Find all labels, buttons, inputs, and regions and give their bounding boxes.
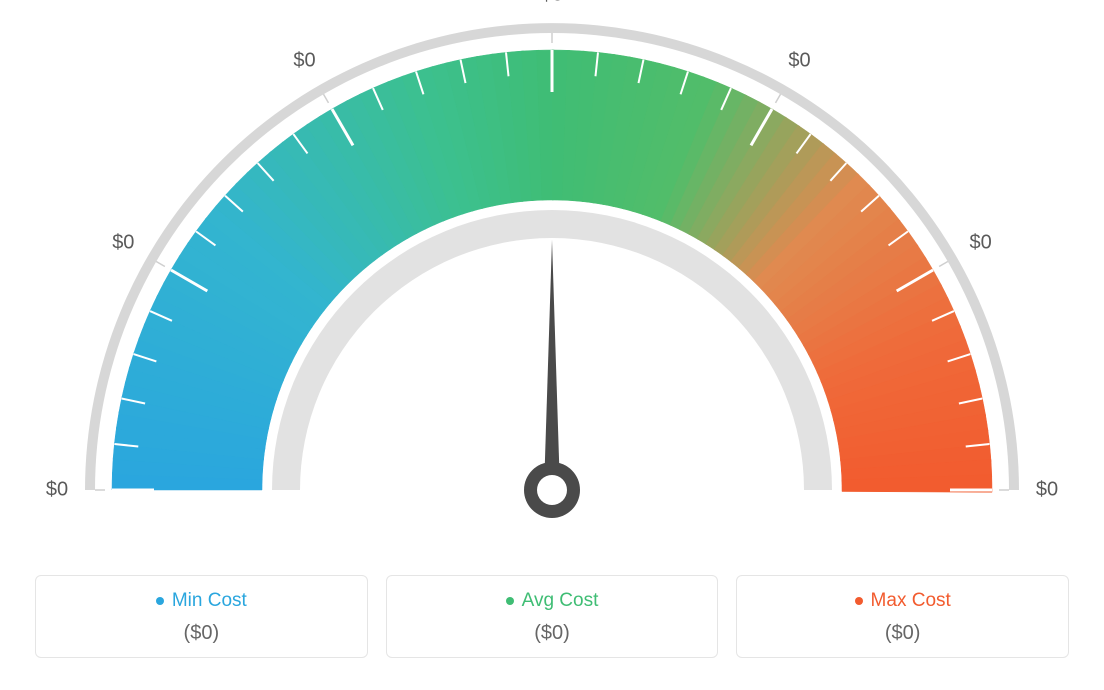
gauge-tick-label: $0 xyxy=(541,0,563,7)
gauge-chart-container: $0 $0 $0 $0 $0 $0 $0 Min Cost ($0) Avg Cost ($… xyxy=(0,0,1104,690)
gauge-tick-label: $0 xyxy=(112,231,134,254)
legend-title-max: Max Cost xyxy=(855,590,951,612)
gauge-wrap: $0$0$0$0$0$0$0 xyxy=(52,0,1052,560)
legend-card-min: Min Cost ($0) xyxy=(35,575,368,658)
gauge-svg xyxy=(52,0,1052,560)
gauge-tick-label: $0 xyxy=(1036,479,1058,502)
legend-label-max: Max Cost xyxy=(871,590,951,612)
legend-value-min: ($0) xyxy=(46,622,357,645)
gauge-needle xyxy=(544,240,560,490)
needle-hub-inner xyxy=(537,475,567,505)
gauge-tick-label: $0 xyxy=(970,231,992,254)
legend-title-min: Min Cost xyxy=(156,590,247,612)
gauge-tick-label: $0 xyxy=(788,50,810,73)
legend-label-min: Min Cost xyxy=(172,590,247,612)
legend-value-avg: ($0) xyxy=(397,622,708,645)
legend-row: Min Cost ($0) Avg Cost ($0) Max Cost ($0… xyxy=(35,575,1069,658)
legend-label-avg: Avg Cost xyxy=(522,590,599,612)
legend-value-max: ($0) xyxy=(747,622,1058,645)
legend-dot-max xyxy=(855,597,863,605)
legend-dot-min xyxy=(156,597,164,605)
legend-title-avg: Avg Cost xyxy=(506,590,599,612)
legend-card-avg: Avg Cost ($0) xyxy=(386,575,719,658)
gauge-tick-label: $0 xyxy=(46,479,68,502)
legend-dot-avg xyxy=(506,597,514,605)
legend-card-max: Max Cost ($0) xyxy=(736,575,1069,658)
gauge-tick-label: $0 xyxy=(293,50,315,73)
